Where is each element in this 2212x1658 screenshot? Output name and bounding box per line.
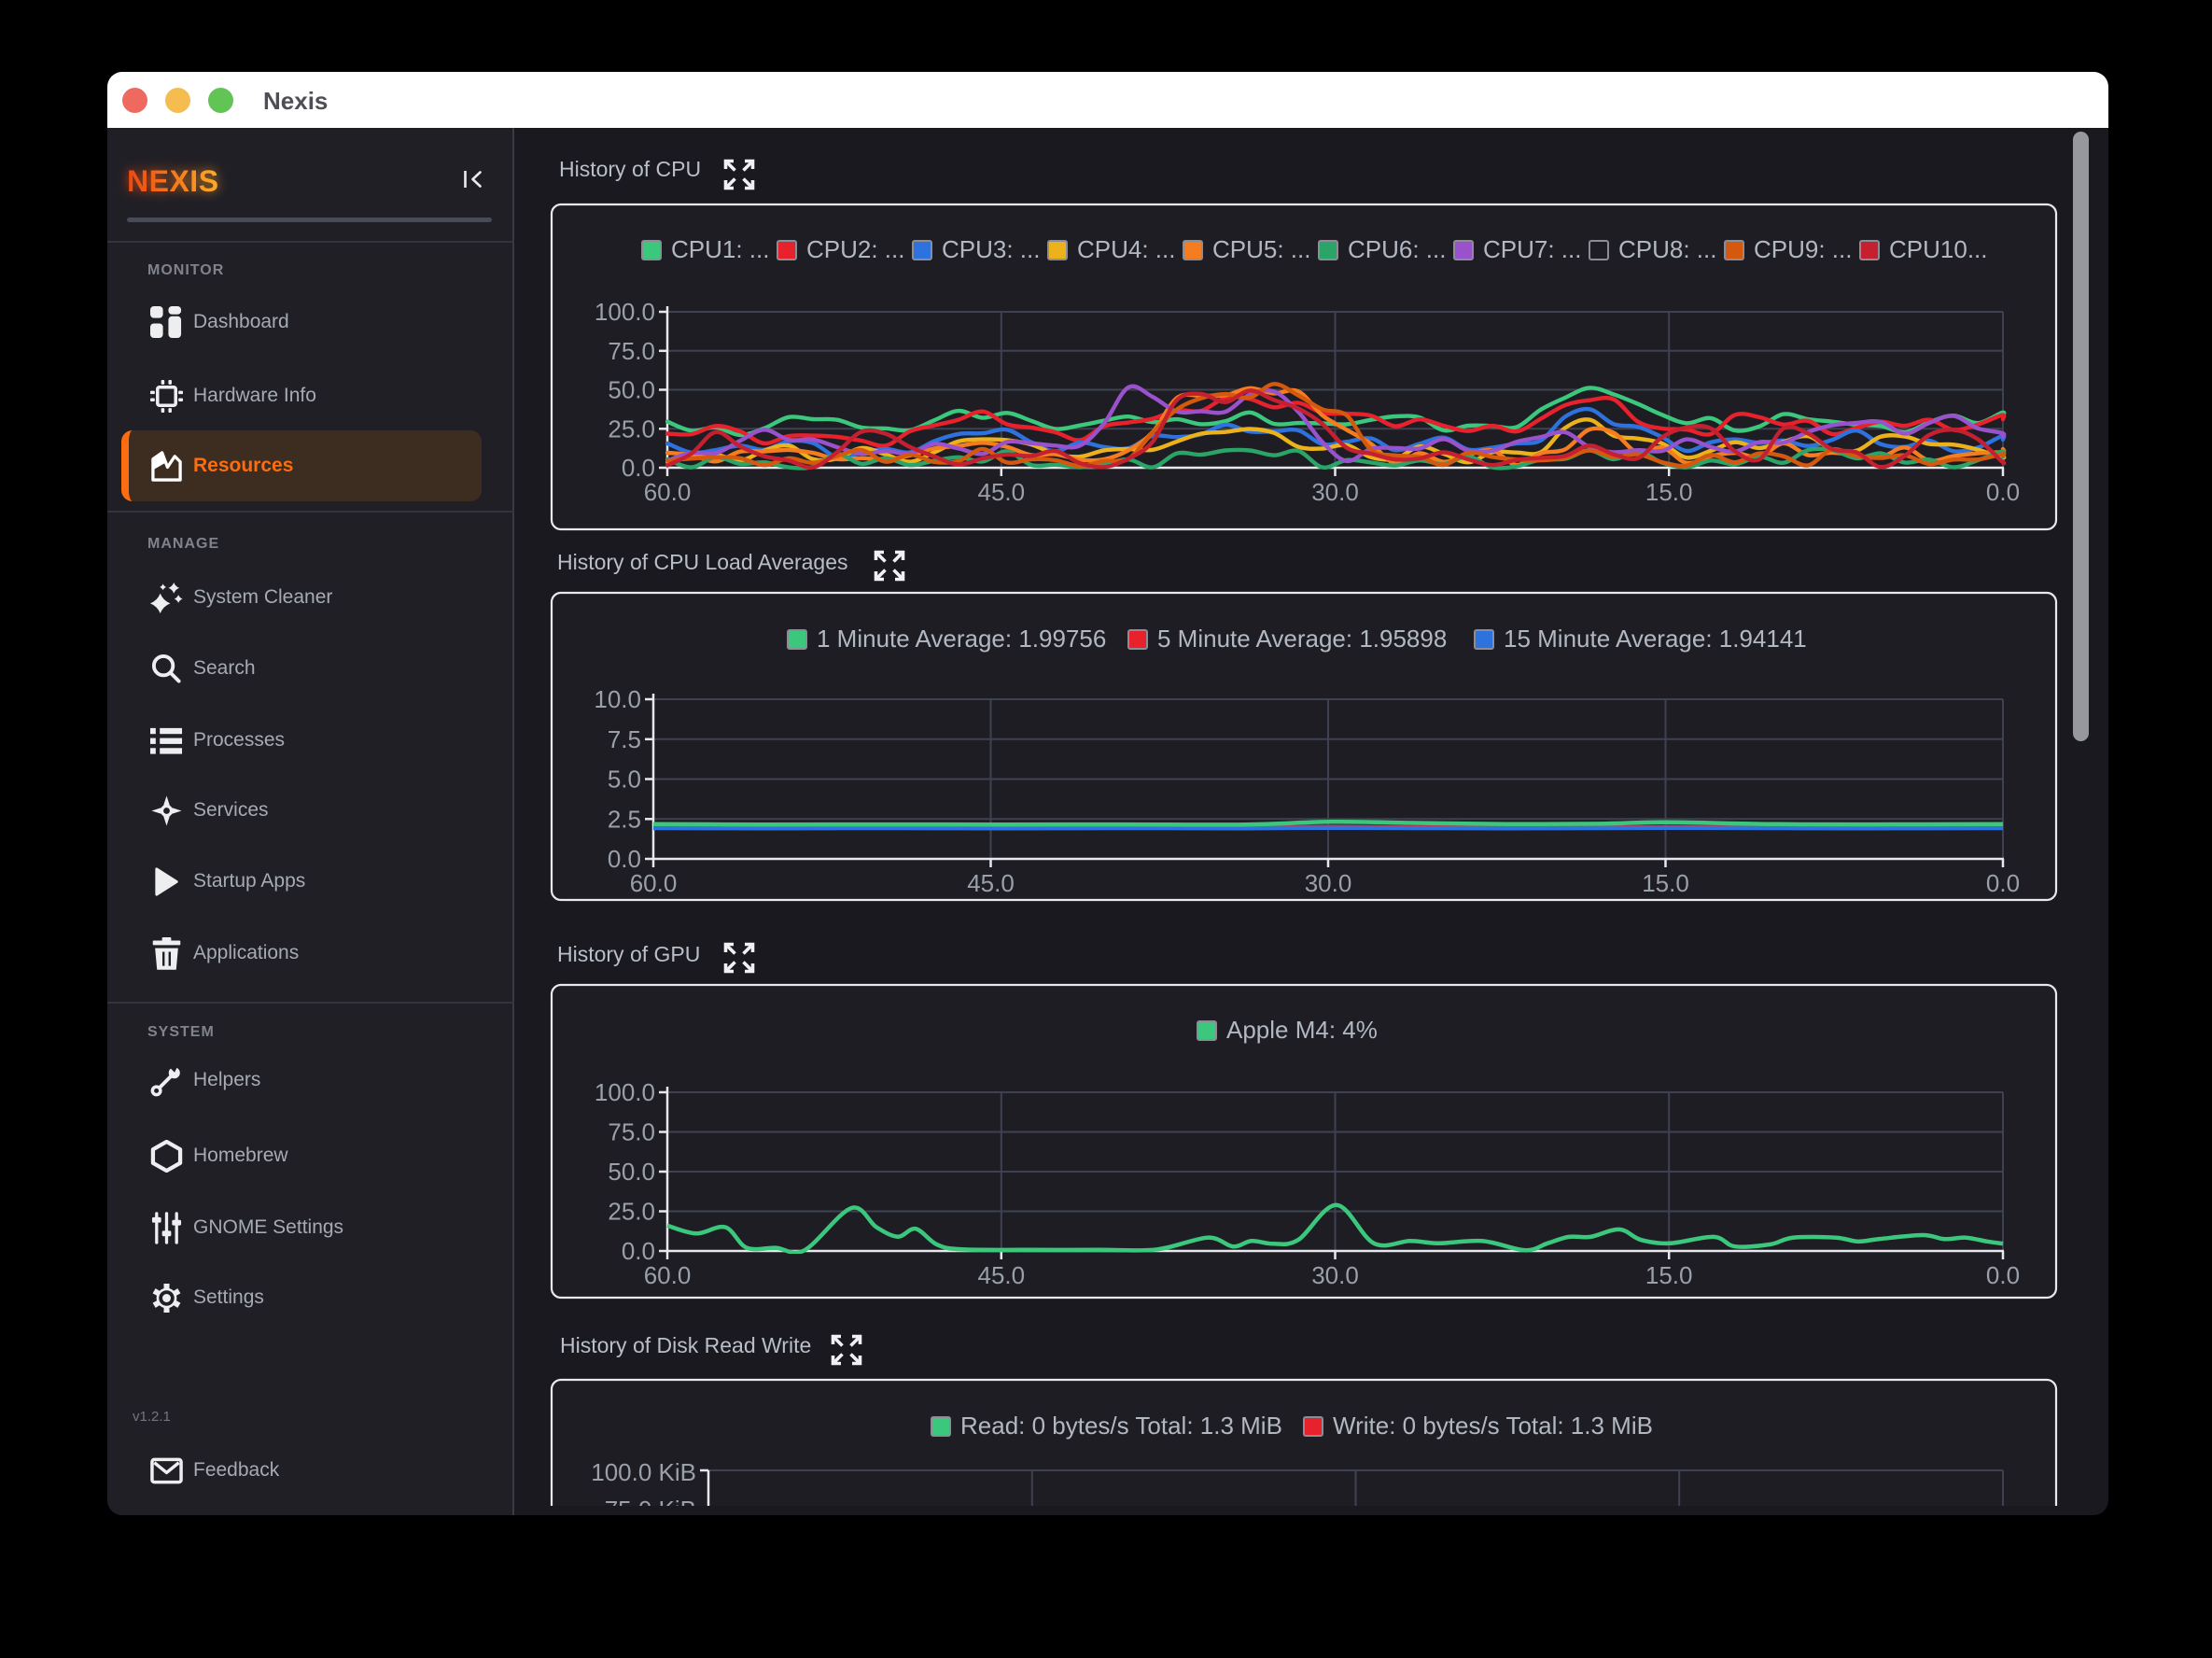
- svg-text:CPU7: ...: CPU7: ...: [1483, 235, 1581, 263]
- svg-text:15.0: 15.0: [1645, 478, 1693, 506]
- svg-text:25.0: 25.0: [608, 1198, 655, 1226]
- svg-text:Apple M4: 4%: Apple M4: 4%: [1226, 1016, 1378, 1044]
- svg-text:2.5: 2.5: [608, 805, 641, 833]
- svg-text:15 Minute Average: 1.94141: 15 Minute Average: 1.94141: [1504, 625, 1807, 653]
- svg-text:0.0: 0.0: [1986, 478, 2020, 506]
- svg-text:CPU5: ...: CPU5: ...: [1212, 235, 1310, 263]
- svg-text:0.0: 0.0: [608, 845, 641, 873]
- svg-text:60.0: 60.0: [644, 1261, 692, 1289]
- svg-text:1 Minute Average: 1.99756: 1 Minute Average: 1.99756: [817, 625, 1106, 653]
- svg-text:CPU9: ...: CPU9: ...: [1754, 235, 1852, 263]
- svg-text:CPU6: ...: CPU6: ...: [1348, 235, 1446, 263]
- svg-text:Read: 0 bytes/s Total: 1.3 MiB: Read: 0 bytes/s Total: 1.3 MiB: [960, 1412, 1282, 1440]
- svg-text:15.0: 15.0: [1645, 1261, 1693, 1289]
- svg-text:15.0: 15.0: [1642, 869, 1689, 897]
- svg-text:100.0 KiB: 100.0 KiB: [591, 1458, 696, 1486]
- svg-text:25.0: 25.0: [608, 414, 655, 443]
- svg-text:CPU1: ...: CPU1: ...: [671, 235, 769, 263]
- svg-text:Write: 0 bytes/s Total: 1.3 Mi: Write: 0 bytes/s Total: 1.3 MiB: [1333, 1412, 1653, 1440]
- svg-text:75.0 KiB: 75.0 KiB: [605, 1496, 696, 1506]
- svg-text:0.0: 0.0: [1986, 1261, 2020, 1289]
- svg-text:100.0: 100.0: [595, 298, 655, 326]
- svg-text:History of Disk Read Write: History of Disk Read Write: [560, 1333, 811, 1357]
- svg-text:50.0: 50.0: [608, 1158, 655, 1186]
- svg-text:45.0: 45.0: [967, 869, 1015, 897]
- svg-text:100.0: 100.0: [595, 1078, 655, 1106]
- svg-text:10.0: 10.0: [594, 685, 641, 713]
- svg-text:CPU8: ...: CPU8: ...: [1618, 235, 1716, 263]
- svg-text:0.0: 0.0: [622, 454, 655, 482]
- svg-text:5.0: 5.0: [608, 766, 641, 794]
- svg-text:CPU2: ...: CPU2: ...: [806, 235, 904, 263]
- svg-text:CPU4: ...: CPU4: ...: [1077, 235, 1175, 263]
- svg-text:0.0: 0.0: [1986, 869, 2020, 897]
- svg-text:History of CPU: History of CPU: [559, 157, 701, 181]
- svg-text:75.0: 75.0: [608, 337, 655, 365]
- svg-text:75.0: 75.0: [608, 1118, 655, 1146]
- svg-text:5 Minute Average: 1.95898: 5 Minute Average: 1.95898: [1157, 625, 1447, 653]
- svg-text:CPU10...: CPU10...: [1889, 235, 1988, 263]
- svg-text:30.0: 30.0: [1311, 1261, 1359, 1289]
- svg-text:History of GPU: History of GPU: [557, 942, 700, 966]
- svg-text:0.0: 0.0: [622, 1237, 655, 1265]
- svg-text:30.0: 30.0: [1311, 478, 1359, 506]
- svg-text:45.0: 45.0: [977, 1261, 1025, 1289]
- svg-text:7.5: 7.5: [608, 725, 641, 753]
- svg-text:CPU3: ...: CPU3: ...: [942, 235, 1040, 263]
- svg-text:60.0: 60.0: [644, 478, 692, 506]
- svg-text:50.0: 50.0: [608, 376, 655, 404]
- svg-text:60.0: 60.0: [630, 869, 678, 897]
- svg-text:45.0: 45.0: [977, 478, 1025, 506]
- svg-text:30.0: 30.0: [1305, 869, 1352, 897]
- svg-text:History of CPU Load Averages: History of CPU Load Averages: [557, 550, 848, 574]
